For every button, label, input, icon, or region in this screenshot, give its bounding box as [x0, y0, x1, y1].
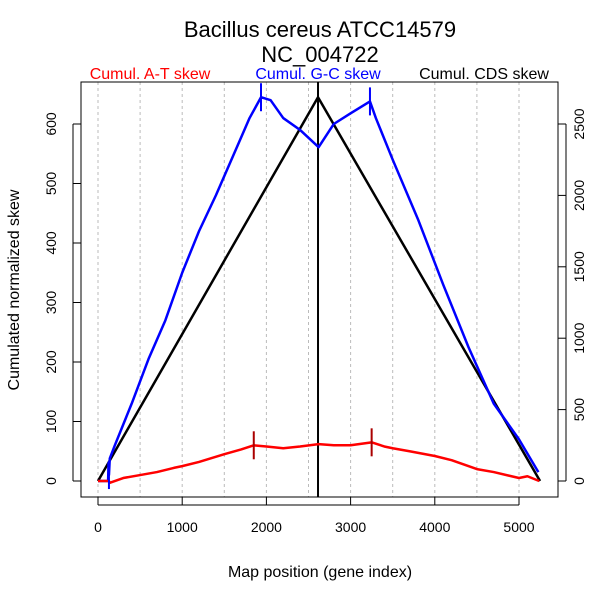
chart-title: Bacillus cereus ATCC14579 [184, 17, 456, 42]
y-tick-label: 0 [43, 477, 59, 485]
y-tick-label: 500 [43, 172, 59, 196]
series-cumul-g-c-skew [98, 95, 540, 483]
y-tick-label: 300 [43, 291, 59, 315]
x-axis-label: Map position (gene index) [228, 564, 412, 581]
chart-subtitle: NC_004722 [261, 42, 378, 67]
plot-frame [80, 81, 559, 498]
y2-tick-label: 2500 [571, 108, 587, 139]
y2-tick-label: 1500 [571, 251, 587, 282]
y2-tick-label: 500 [571, 398, 587, 422]
x-tick-label: 4000 [419, 519, 450, 535]
y2-tick-label: 0 [571, 477, 587, 485]
series-cumul-a-t-skew [98, 441, 540, 485]
x-tick-label: 1000 [167, 519, 198, 535]
y2-tick-label: 2000 [571, 180, 587, 211]
legend-at: Cumul. A-T skew [90, 66, 211, 83]
y2-tick-label: 1000 [571, 322, 587, 353]
y-tick-label: 200 [43, 350, 59, 374]
x-tick-label: 0 [94, 519, 102, 535]
x-tick-label: 5000 [503, 519, 534, 535]
y-tick-label: 600 [43, 112, 59, 136]
series-cumul-cds-skew [96, 95, 542, 482]
legend-gc: Cumul. G-C skew [255, 66, 381, 83]
legend-cds: Cumul. CDS skew [419, 66, 549, 83]
y-axis-label: Cumulated normalized skew [6, 189, 23, 390]
y-tick-label: 100 [43, 410, 59, 434]
y-tick-label: 400 [43, 231, 59, 255]
x-tick-label: 3000 [335, 519, 366, 535]
x-tick-label: 2000 [251, 519, 282, 535]
